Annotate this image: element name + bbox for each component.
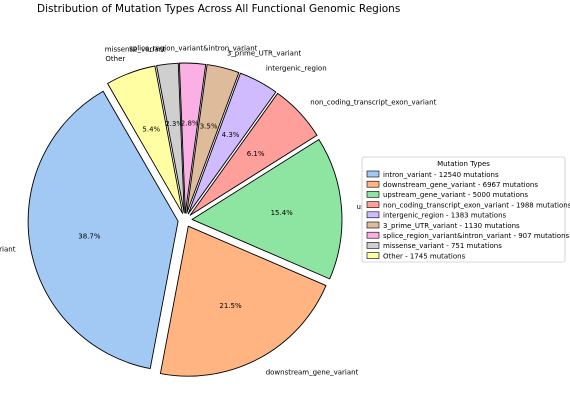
legend-swatch <box>366 211 380 219</box>
chart-title: Distribution of Mutation Types Across Al… <box>37 3 400 15</box>
slice-category-label: splice_region_variant&intron_variant <box>129 45 258 53</box>
pie-slice-non-coding-transcript-exon-variant <box>189 92 318 216</box>
legend-swatch <box>366 252 380 259</box>
slice-percent-label: 3.5% <box>200 122 218 130</box>
legend-swatch <box>366 242 380 249</box>
legend-entry-label: missense_variant - 751 mutations <box>383 242 502 250</box>
pie-slice-splice-region-variant-intron-variant <box>178 62 207 214</box>
legend-title: Mutation Types <box>437 160 490 168</box>
legend-swatch <box>366 170 380 178</box>
slice-percent-label: 4.3% <box>222 131 240 139</box>
legend-swatch <box>366 201 380 208</box>
slice-percent-label: 6.1% <box>247 150 265 158</box>
slice-category-label: downstream_gene_variant <box>266 368 359 376</box>
legend-swatch <box>366 180 380 188</box>
slice-category-label: Other <box>105 55 125 63</box>
legend-entry-label: downstream_gene_variant - 6967 mutations <box>383 181 538 189</box>
slice-percent-label: 21.5% <box>219 302 242 310</box>
slice-percent-label: 15.4% <box>271 209 294 217</box>
pie-slice-other <box>107 65 184 214</box>
legend-frame <box>361 156 566 263</box>
slice-category-label: non_coding_transcript_exon_variant <box>310 99 436 107</box>
slice-percent-label: 38.7% <box>78 233 101 241</box>
legend-entry-label: non_coding_transcript_exon_variant - 198… <box>383 201 570 209</box>
legend-entry-label: Other - 1745 mutations <box>383 252 466 260</box>
legend-entry-label: splice_region_variant&intron_variant - 9… <box>383 232 570 240</box>
legend: Mutation Types intron_variant - 12540 mu… <box>361 156 570 263</box>
legend-swatch <box>366 221 380 229</box>
slice-category-label: missense_variant <box>105 46 166 54</box>
pie-slice-intron-variant <box>27 90 179 370</box>
legend-entry-label: intergenic_region - 1383 mutations <box>383 212 507 220</box>
pie-slice-3-prime-utr-variant <box>186 64 240 214</box>
slice-category-label: intron_variant <box>0 245 16 253</box>
legend-swatch <box>366 191 380 198</box>
legend-entry-label: 3_prime_UTR_variant - 1130 mutations <box>383 222 520 230</box>
slice-percent-label: 5.4% <box>142 126 160 134</box>
slice-percent-label: 2.8% <box>181 120 199 128</box>
pie-slices <box>27 62 343 377</box>
slice-category-label: intergenic_region <box>266 65 327 73</box>
slice-category-label: 3_prime_UTR_variant <box>227 50 302 58</box>
legend-swatch <box>366 231 380 239</box>
legend-entry-label: intron_variant - 12540 mutations <box>383 171 499 179</box>
legend-entry-label: upstream_gene_variant - 5000 mutations <box>383 191 528 199</box>
pie-slice-intergenic-region <box>187 72 277 215</box>
pie-slice-downstream-gene-variant <box>159 225 327 377</box>
slice-percent-label: 2.3% <box>165 120 183 128</box>
pie-slice-upstream-gene-variant <box>191 139 343 280</box>
pie-slice-missense-variant <box>156 62 185 214</box>
